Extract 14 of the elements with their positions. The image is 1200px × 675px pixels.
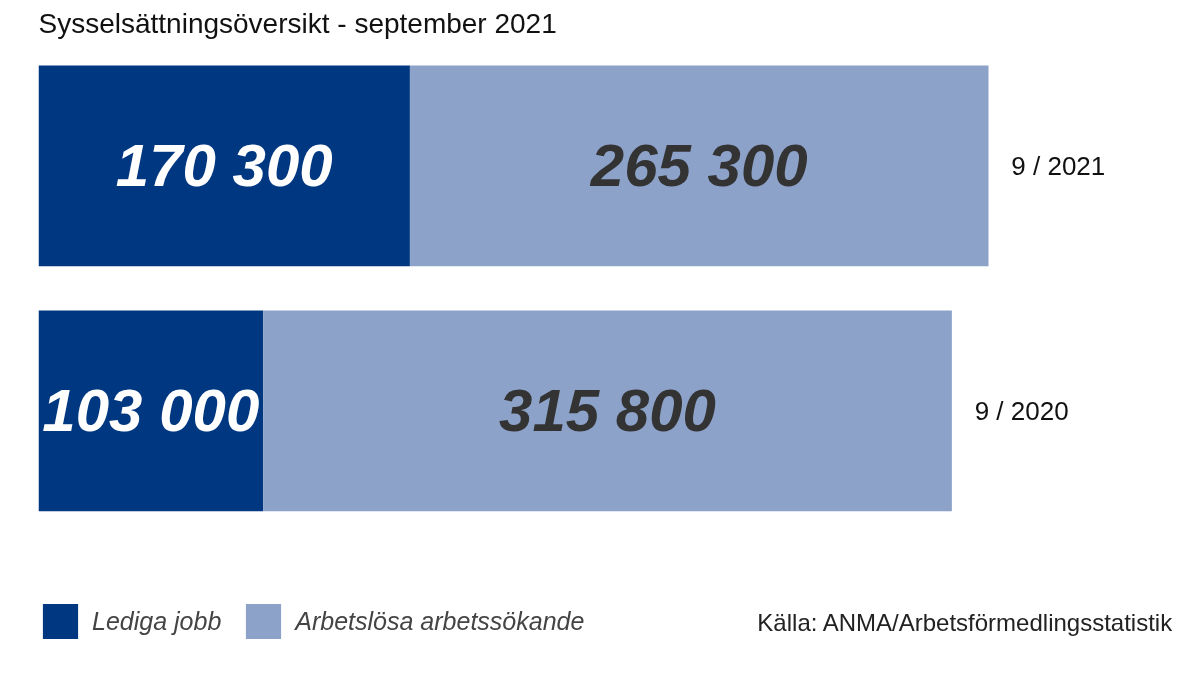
data-label: 315 800 xyxy=(499,377,716,445)
legend-label: Arbetslösa arbetssökande xyxy=(295,606,585,636)
text: Källa: ANMA/Arbetsförmedlingsstatistik xyxy=(757,608,1174,636)
bar xyxy=(38,310,264,512)
bar xyxy=(409,65,989,267)
data-label: 265 300 xyxy=(589,132,808,200)
y-tick-label: 9 / 2021 xyxy=(1011,150,1106,181)
legend-label: Lediga jobb xyxy=(92,606,222,636)
chart-title: Sysselsättningsöversikt - september 2021 xyxy=(38,7,557,39)
bar xyxy=(38,65,410,267)
data-label: 103 000 xyxy=(42,377,260,445)
y-tick-label: 9 / 2020 xyxy=(974,395,1069,426)
bar xyxy=(263,310,952,512)
data-label: 170 300 xyxy=(115,132,333,200)
